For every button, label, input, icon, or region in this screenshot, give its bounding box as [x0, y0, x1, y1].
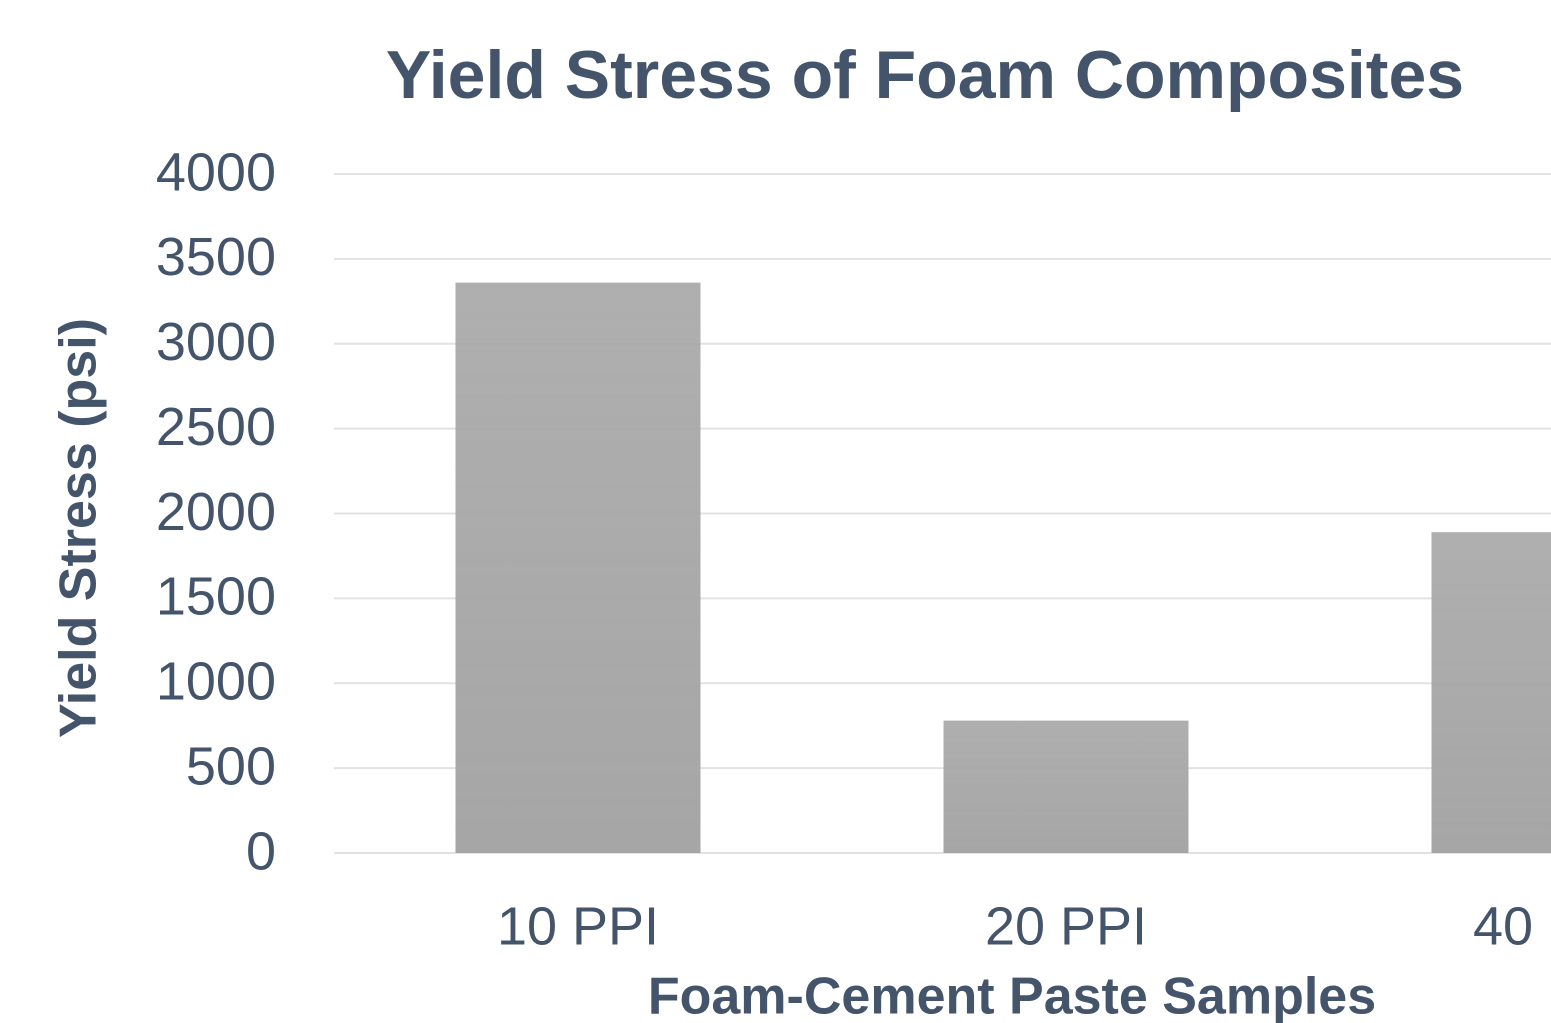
- bar: [943, 720, 1189, 853]
- y-tick-label: 4000: [156, 142, 276, 202]
- y-tick-label: 3500: [156, 227, 276, 287]
- y-axis-title: Yield Stress (psi): [50, 318, 108, 738]
- y-tick-label: 2000: [156, 482, 276, 542]
- y-tick-label: 1500: [156, 567, 276, 627]
- x-tick-label: 40 PPI: [1473, 896, 1551, 956]
- y-tick-label: 2500: [156, 397, 276, 457]
- bar: [1431, 532, 1551, 853]
- y-tick-label: 500: [186, 736, 276, 796]
- y-tick-label: 3000: [156, 312, 276, 372]
- y-tick-label: 1000: [156, 652, 276, 712]
- x-tick-label: 10 PPI: [497, 896, 659, 956]
- bar: [455, 282, 701, 853]
- y-tick-label: 0: [246, 821, 276, 881]
- x-tick-label: 20 PPI: [985, 896, 1147, 956]
- chart-title: Yield Stress of Foam Composites: [386, 37, 1464, 113]
- x-axis-title: Foam-Cement Paste Samples: [648, 968, 1376, 1023]
